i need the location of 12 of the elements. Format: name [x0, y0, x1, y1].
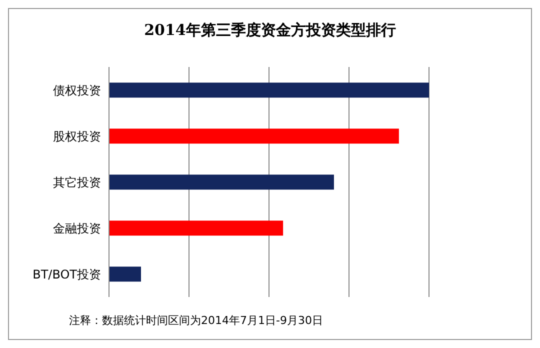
y-tick-label: 金融投资: [53, 221, 101, 236]
text: 注释：数据统计时间区间为2014年7月1日-9月30日: [69, 313, 324, 328]
bar: [109, 128, 399, 144]
bar: [109, 266, 141, 282]
bar: [109, 220, 284, 236]
y-tick-label: 其它投资: [53, 175, 101, 190]
y-tick-label: 债权投资: [53, 83, 101, 98]
bar: [109, 174, 334, 190]
y-tick-label: BT/BOT投资: [32, 267, 101, 282]
bar: [109, 82, 429, 98]
y-tick-label: 股权投资: [53, 129, 101, 144]
chart-title: 2014年第三季度资金方投资类型排行: [143, 20, 397, 41]
